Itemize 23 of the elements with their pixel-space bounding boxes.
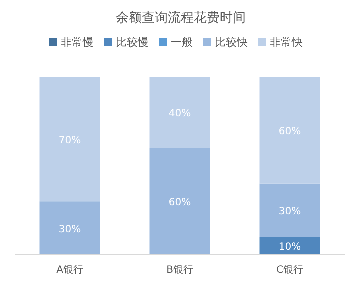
bar [260, 184, 320, 238]
legend-label: 一般 [171, 36, 193, 49]
x-tick-label: A银行 [56, 265, 84, 276]
x-tick-label: C银行 [276, 265, 304, 276]
chart-title: 余额查询流程花费时间 [116, 10, 246, 26]
legend-label: 比较慢 [116, 36, 149, 49]
legend-label: 比较快 [215, 36, 248, 49]
bar [150, 148, 210, 255]
bar [40, 77, 100, 202]
bar [260, 77, 320, 184]
data-label: 60% [168, 198, 192, 209]
legend-label: 非常慢 [61, 36, 94, 49]
x-tick-label: B银行 [166, 265, 194, 276]
data-label: 70% [58, 135, 82, 146]
data-label: 60% [278, 126, 302, 138]
data-label: 40% [168, 108, 192, 120]
bar [150, 77, 210, 148]
bar [40, 202, 100, 255]
data-label: 10% [278, 242, 302, 254]
data-label: 30% [58, 224, 82, 236]
比较慢: 10% [260, 237, 320, 255]
data-label: 30% [278, 206, 302, 218]
legend-label: 非常快 [270, 36, 303, 49]
